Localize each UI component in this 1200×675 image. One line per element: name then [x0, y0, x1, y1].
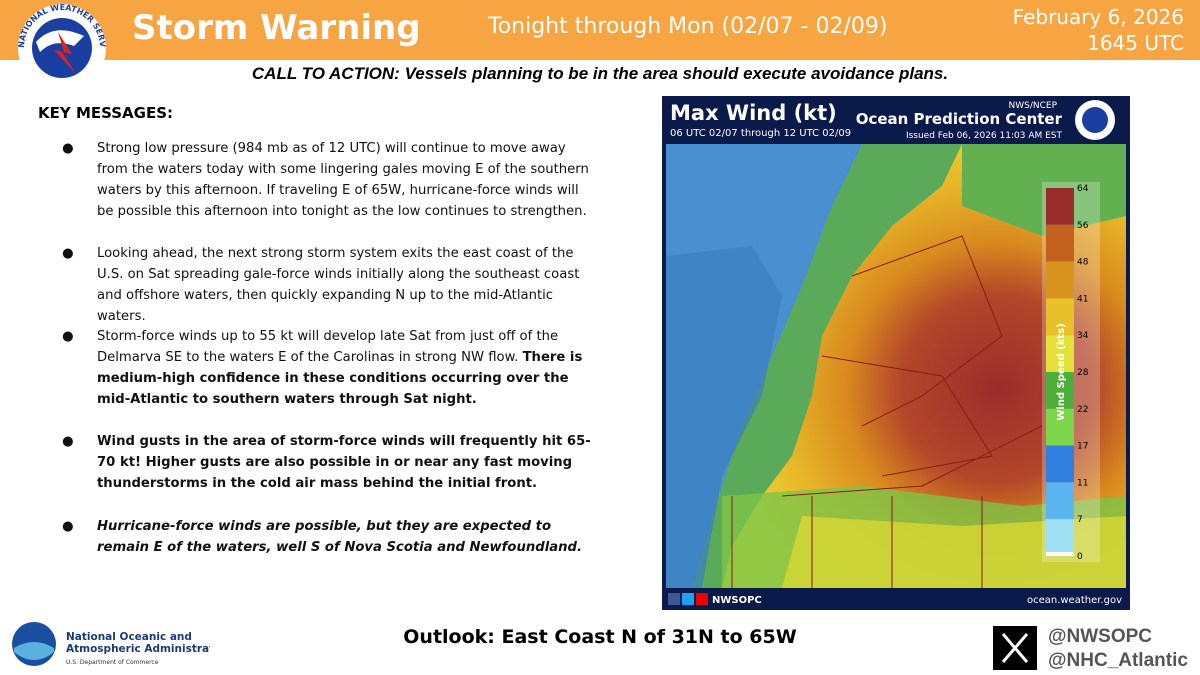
date: February 6, 2026: [1012, 5, 1184, 29]
legend-tick: 48: [1077, 258, 1089, 268]
legend-band: [1046, 335, 1074, 372]
issue-time: February 6, 2026 1645 UTC: [1013, 4, 1184, 56]
legend-band: [1046, 408, 1074, 446]
agency: NWS/NCEP: [1008, 101, 1057, 111]
bullet-text: Strong low pressure (984 mb as of 12 UTC…: [97, 141, 589, 219]
time: 1645 UTC: [1087, 31, 1184, 55]
bullet: ● Hurricane-force winds are possible, but…: [62, 519, 582, 555]
title: Storm Warning: [132, 8, 421, 48]
bullet: ● Strong low pressure (984 mb as of 12 UT…: [62, 141, 589, 219]
issued: Issued Feb 06, 2026 11:03 AM EST: [906, 131, 1063, 141]
call-to-action: CALL TO ACTION: Vessels planning to be i…: [251, 64, 949, 83]
legend-band: [1046, 519, 1074, 556]
legend-title: Wind Speed (kts): [1056, 323, 1067, 420]
bullet: ● Wind gusts in the area of storm-force w…: [62, 434, 591, 491]
heading: KEY MESSAGES:: [38, 104, 174, 122]
noaa-name: National Oceanic and Atmospheric Administ…: [66, 631, 210, 655]
legend-tick: 64: [1077, 184, 1089, 194]
bullet-text: Hurricane-force winds are possible, but …: [97, 519, 582, 555]
legend-tick: 7: [1077, 515, 1083, 525]
bullet: ● Storm-force winds up to 55 kt will deve…: [62, 329, 583, 407]
website: ocean.weather.gov: [1027, 595, 1122, 606]
legend-tick: 41: [1077, 294, 1088, 304]
legend-tick: 17: [1077, 442, 1088, 452]
bullet-text: Wind gusts in the area of storm-force wi…: [97, 434, 591, 491]
legend-tick: 56: [1077, 221, 1089, 231]
bullet-text: Looking ahead, the next strong storm sys…: [97, 246, 580, 324]
legend-band: [1046, 372, 1074, 409]
handle: @NWSOPC: [1048, 626, 1153, 647]
legend-tick: 28: [1077, 368, 1089, 378]
wind-map: Max Wind (kt) 06 UTC 02/07 through 12 UT…: [662, 96, 1130, 610]
noaa-logo: National Oceanic and Atmospheric Administ…: [12, 622, 210, 666]
legend-band: [1046, 482, 1074, 520]
period: Tonight through Mon (02/07 - 02/09): [488, 14, 888, 39]
center: Ocean Prediction Center: [856, 110, 1063, 128]
header-bar: [0, 0, 1200, 60]
bullet-text: Storm-force winds up to 55 kt will devel…: [97, 329, 559, 365]
legend-band: [1046, 224, 1074, 262]
legend-tick: 0: [1077, 552, 1083, 562]
legend-band: [1046, 298, 1074, 336]
legend-tick: 11: [1077, 478, 1088, 488]
legend-band: [1046, 188, 1074, 225]
noaa-dept: U.S. Department of Commerce: [66, 659, 159, 666]
social: NWSOPC: [712, 595, 762, 606]
map-valid: 06 UTC 02/07 through 12 UTC 02/09: [670, 128, 851, 139]
handle: @NHC_Atlantic: [1048, 650, 1188, 671]
bullet: ● Looking ahead, the next strong storm sy…: [62, 246, 580, 324]
legend-tick: 34: [1077, 331, 1089, 341]
outlook: Outlook: East Coast N of 31N to 65W: [403, 626, 797, 648]
bullet-text: There is medium-high confidence in these…: [97, 350, 583, 407]
x-logo: [993, 626, 1037, 670]
legend-tick: 22: [1077, 405, 1088, 415]
legend-band: [1046, 445, 1074, 483]
legend-band: [1046, 261, 1074, 299]
nws-logo: NATIONAL WEATHER SERVICE: [14, 2, 107, 92]
map-title: Max Wind (kt): [670, 101, 837, 125]
legend-bottom: [1046, 552, 1074, 556]
